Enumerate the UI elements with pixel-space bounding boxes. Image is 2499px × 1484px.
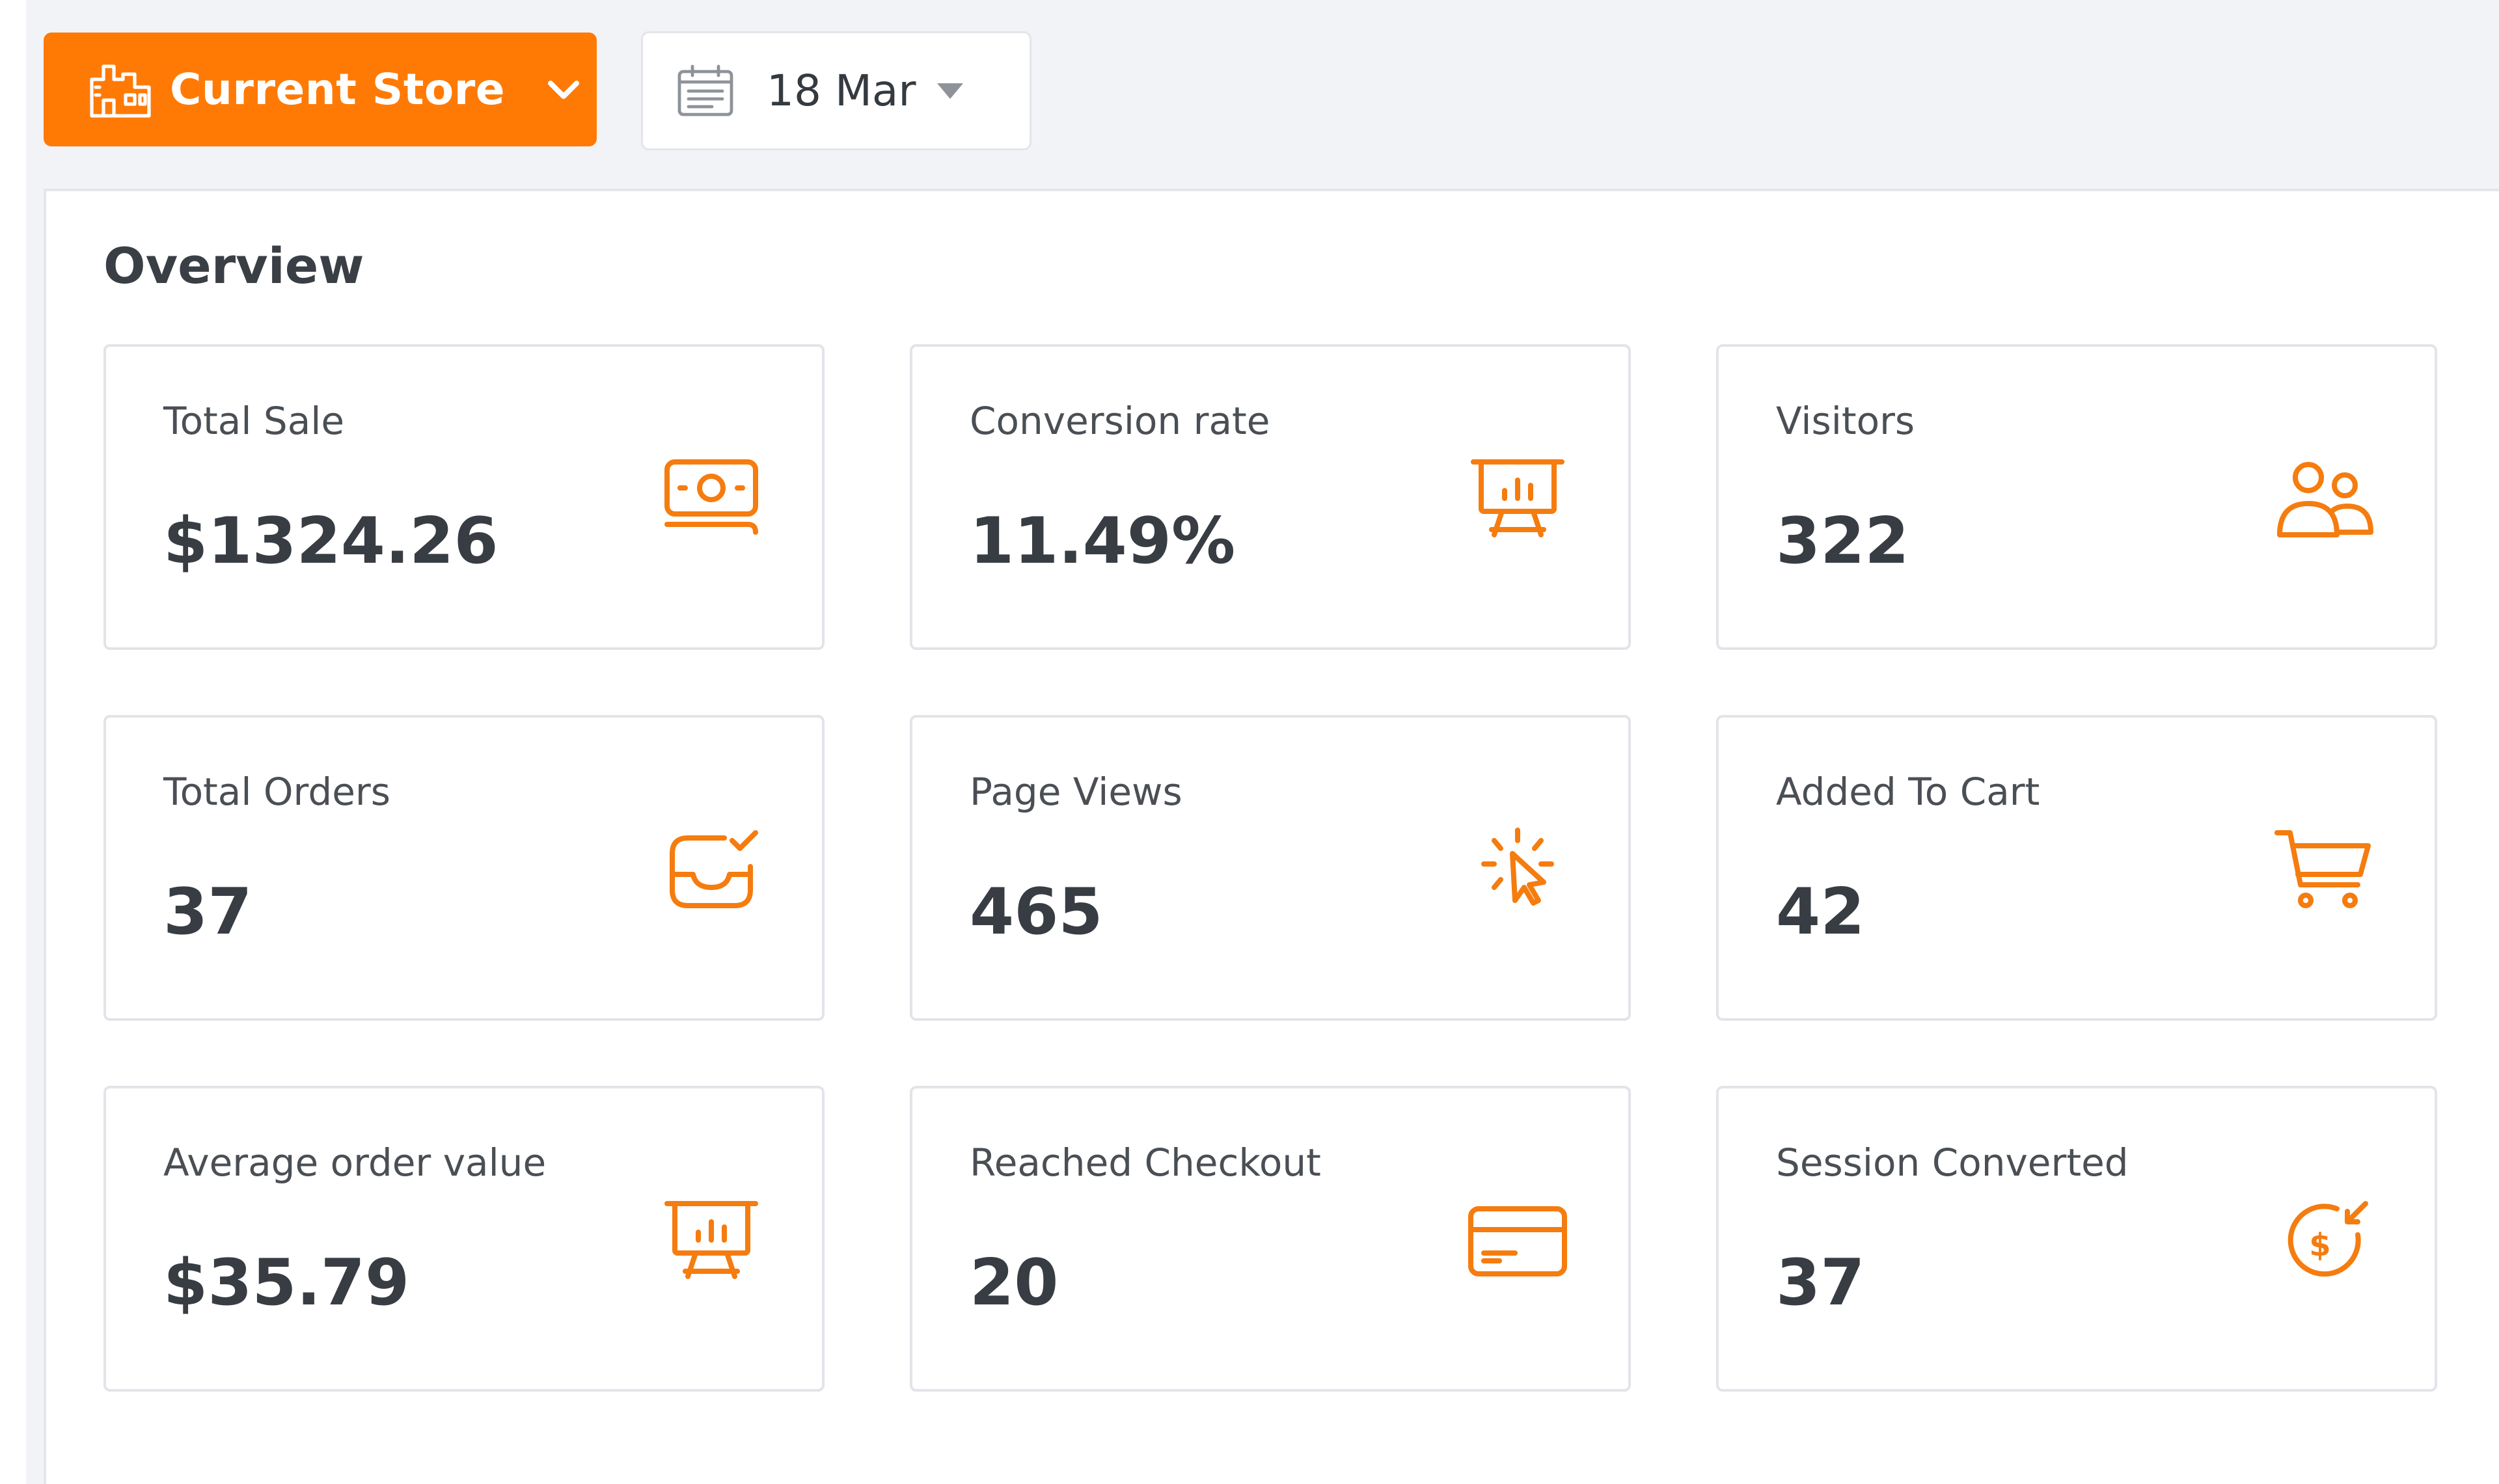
- presentation-chart-icon: [659, 1196, 763, 1287]
- date-label: 18 Mar: [767, 66, 916, 116]
- calendar-icon: [677, 64, 733, 116]
- stat-value: 37: [163, 875, 253, 949]
- users-icon: [2272, 454, 2376, 545]
- overview-panel: Overview Total Sale $1324.26 Conversion …: [44, 189, 2499, 1484]
- store-label: Current Store: [170, 64, 506, 115]
- inbox-check-icon: [659, 825, 763, 916]
- credit-card-icon: [1466, 1196, 1570, 1287]
- stat-label: Added To Cart: [1776, 770, 2040, 814]
- stat-label: Session Converted: [1776, 1140, 2129, 1185]
- money-icon: [659, 454, 763, 545]
- stat-label: Average order value: [163, 1140, 547, 1185]
- dollar-return-icon: $: [2272, 1196, 2376, 1287]
- stat-label: Total Orders: [163, 770, 390, 814]
- stat-label: Total Sale: [163, 399, 345, 443]
- stat-label: Page Views: [970, 770, 1182, 814]
- cursor-click-icon: [1466, 825, 1570, 916]
- overview-title: Overview: [103, 237, 364, 295]
- stat-value: $35.79: [163, 1246, 410, 1320]
- stat-card-session-converted: Session Converted 37 $: [1716, 1086, 2437, 1392]
- stat-card-total-sale: Total Sale $1324.26: [103, 344, 825, 650]
- stat-value: 11.49%: [970, 504, 1236, 578]
- stat-label: Reached Checkout: [970, 1140, 1321, 1185]
- cart-icon: [2272, 825, 2376, 916]
- stat-card-total-orders: Total Orders 37: [103, 715, 825, 1021]
- presentation-chart-icon: [1466, 454, 1570, 545]
- left-sidebar-edge: [0, 0, 26, 1484]
- stat-card-average-order-value: Average order value $35.79: [103, 1086, 825, 1392]
- stat-card-conversion-rate: Conversion rate 11.49%: [910, 344, 1631, 650]
- stat-value: 465: [970, 875, 1103, 949]
- stat-value: $1324.26: [163, 504, 498, 578]
- stat-value: 322: [1776, 504, 1909, 578]
- caret-down-icon: [936, 83, 963, 99]
- store-building-icon: [90, 64, 151, 118]
- stat-value: 20: [970, 1246, 1059, 1320]
- stat-label: Visitors: [1776, 399, 1915, 443]
- stat-card-added-to-cart: Added To Cart 42: [1716, 715, 2437, 1021]
- chevron-down-icon: [548, 80, 580, 99]
- stat-label: Conversion rate: [970, 399, 1270, 443]
- svg-text:$: $: [2309, 1227, 2330, 1263]
- stat-card-reached-checkout: Reached Checkout 20: [910, 1086, 1631, 1392]
- current-store-dropdown[interactable]: Current Store: [44, 33, 597, 146]
- stat-card-visitors: Visitors 322: [1716, 344, 2437, 650]
- stat-value: 42: [1776, 875, 1865, 949]
- stat-value: 37: [1776, 1246, 1865, 1320]
- stat-card-page-views: Page Views 465: [910, 715, 1631, 1021]
- date-picker-button[interactable]: 18 Mar: [641, 31, 1031, 150]
